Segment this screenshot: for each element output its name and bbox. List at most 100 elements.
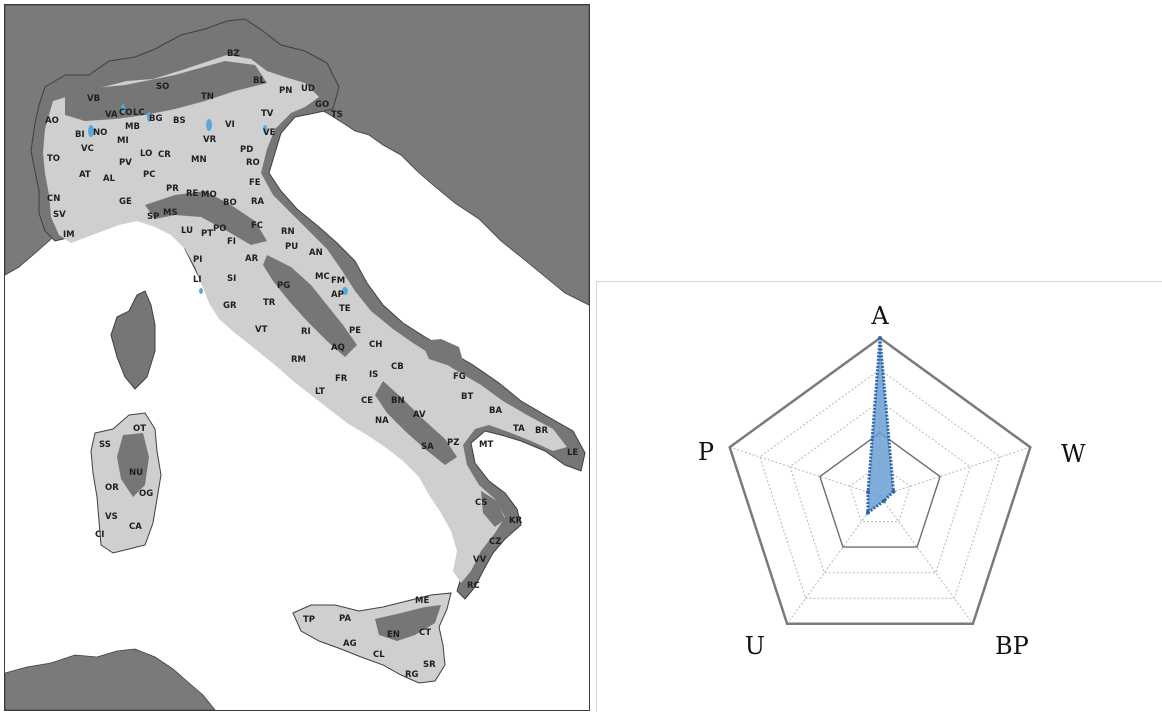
province-label: TO [47, 154, 60, 164]
province-label: TS [331, 110, 343, 120]
province-label: RI [301, 327, 311, 337]
province-label: BL [253, 76, 265, 86]
province-label: VT [255, 325, 268, 335]
radar-series-area [866, 337, 896, 516]
province-label: CZ [489, 537, 501, 547]
radar-point [866, 490, 870, 495]
radar-spoke [879, 495, 974, 625]
radar-spoke [879, 446, 1031, 497]
province-label: SP [147, 212, 159, 222]
province-label: OG [139, 489, 153, 499]
province-label: CN [47, 194, 60, 204]
foreign-land-south [5, 648, 216, 710]
apennines-south [375, 381, 457, 465]
province-label: BO [223, 198, 237, 208]
province-label: LU [181, 226, 193, 236]
province-label: PG [277, 281, 290, 291]
province-label: GE [119, 197, 132, 207]
radar-grid [728, 336, 1032, 626]
province-label: VI [225, 120, 235, 130]
province-label: RO [246, 158, 260, 168]
province-label: UD [301, 84, 315, 94]
province-label: SI [227, 274, 236, 284]
axis-label-w: W [1061, 440, 1086, 468]
province-label: IS [369, 370, 378, 380]
province-label: PR [166, 184, 179, 194]
province-label: PD [240, 145, 253, 155]
province-label: FI [227, 237, 236, 247]
province-label: PN [279, 86, 292, 96]
province-label: AQ [331, 343, 345, 353]
province-label: BA [489, 406, 502, 416]
province-label: AR [245, 254, 259, 264]
axis-label-p: P [698, 438, 714, 466]
province-label: FR [335, 374, 348, 384]
province-label: PI [193, 255, 202, 265]
province-label: PZ [447, 438, 459, 448]
province-label: MB [125, 122, 140, 132]
province-label: OR [105, 483, 119, 493]
province-label: MN [191, 155, 207, 165]
axis-label-u: U [745, 632, 765, 660]
province-label: TP [303, 615, 315, 625]
province-label: TA [513, 424, 525, 434]
province-label: GO [315, 100, 329, 110]
province-label: MS [163, 208, 178, 218]
province-label: AT [79, 170, 91, 180]
province-label: CA [129, 522, 142, 532]
radar-point [881, 499, 886, 504]
province-label: RC [467, 581, 480, 591]
province-label: CO [119, 108, 132, 118]
province-label: VS [105, 512, 118, 522]
province-label: MO [201, 190, 217, 200]
radar-ring [789, 400, 971, 574]
province-label: VB [87, 94, 100, 104]
radar-ring [819, 431, 941, 548]
axis-label-bp: BP [995, 632, 1029, 660]
radar-ring [849, 463, 911, 523]
province-label: IM [63, 230, 75, 240]
province-label: RE [186, 189, 199, 199]
province-label: TR [263, 298, 276, 308]
province-label: VE [263, 128, 276, 138]
axis-label-a: A [870, 302, 889, 330]
lake-highlights [88, 104, 348, 295]
province-label: AV [413, 410, 426, 420]
province-label: SA [421, 442, 434, 452]
province-label: CR [158, 150, 171, 160]
radar-ring [728, 336, 1032, 626]
province-label: BI [75, 130, 85, 140]
province-label: FG [453, 372, 466, 382]
apennines-central [263, 255, 357, 357]
province-label: MT [479, 440, 493, 450]
corsica [110, 290, 156, 390]
province-label: AO [45, 116, 59, 126]
province-label: BR [535, 426, 548, 436]
province-label: FM [331, 276, 345, 286]
radar-spoke [729, 446, 881, 497]
province-label: CT [419, 628, 431, 638]
radar-spoke [786, 495, 881, 625]
province-label: AP [331, 290, 344, 300]
province-label: BN [391, 396, 405, 406]
province-label: TV [261, 109, 274, 119]
italy-map-panel: BZ SO TN BL PN UD GO TS AO VB CO LC BG B… [4, 4, 590, 711]
province-label: PO [213, 224, 226, 234]
province-label: ME [415, 596, 429, 606]
radar-chart-panel: A W BP U P [596, 281, 1162, 712]
province-label: SS [99, 440, 111, 450]
province-label: GR [223, 301, 237, 311]
province-label: BG [149, 114, 162, 124]
province-label: LT [315, 387, 325, 397]
province-label: BZ [227, 49, 240, 59]
radar-point [878, 336, 882, 340]
province-label: LE [567, 448, 578, 458]
province-label: SO [156, 82, 169, 92]
province-label: VV [473, 555, 487, 565]
province-label: CL [373, 650, 385, 660]
sicily-relief [375, 605, 441, 641]
province-label: AG [343, 639, 357, 649]
province-label: CI [95, 530, 104, 540]
province-label: FC [251, 221, 263, 231]
province-label: RM [291, 355, 306, 365]
